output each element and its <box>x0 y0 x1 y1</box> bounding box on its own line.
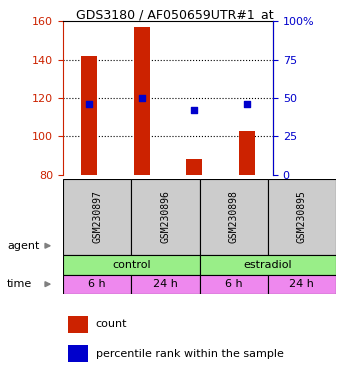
Text: estradiol: estradiol <box>244 260 292 270</box>
Bar <box>134 27 150 175</box>
Bar <box>239 131 255 175</box>
Point <box>86 101 92 107</box>
Text: GSM230898: GSM230898 <box>229 190 239 243</box>
Text: agent: agent <box>7 241 39 251</box>
Text: time: time <box>7 279 32 289</box>
Bar <box>131 275 200 294</box>
Bar <box>81 56 97 175</box>
Bar <box>63 275 131 294</box>
Text: GSM230896: GSM230896 <box>160 190 170 243</box>
Bar <box>186 159 202 175</box>
Bar <box>268 179 336 255</box>
Bar <box>131 179 200 255</box>
Text: percentile rank within the sample: percentile rank within the sample <box>96 349 284 359</box>
Bar <box>199 255 336 275</box>
Point <box>139 95 145 101</box>
Bar <box>199 179 268 255</box>
Text: 24 h: 24 h <box>153 279 178 289</box>
Text: 6 h: 6 h <box>225 279 243 289</box>
Text: 6 h: 6 h <box>88 279 106 289</box>
Text: 24 h: 24 h <box>289 279 314 289</box>
Text: GDS3180 / AF050659UTR#1_at: GDS3180 / AF050659UTR#1_at <box>76 8 274 22</box>
Bar <box>199 275 268 294</box>
Text: count: count <box>96 319 127 329</box>
Point <box>244 101 250 107</box>
Bar <box>63 255 199 275</box>
Text: GSM230897: GSM230897 <box>92 190 102 243</box>
Text: control: control <box>112 260 150 270</box>
Bar <box>69 316 88 333</box>
Text: GSM230895: GSM230895 <box>297 190 307 243</box>
Bar <box>63 179 131 255</box>
Bar <box>69 345 88 362</box>
Bar <box>268 275 336 294</box>
Point <box>191 107 197 113</box>
